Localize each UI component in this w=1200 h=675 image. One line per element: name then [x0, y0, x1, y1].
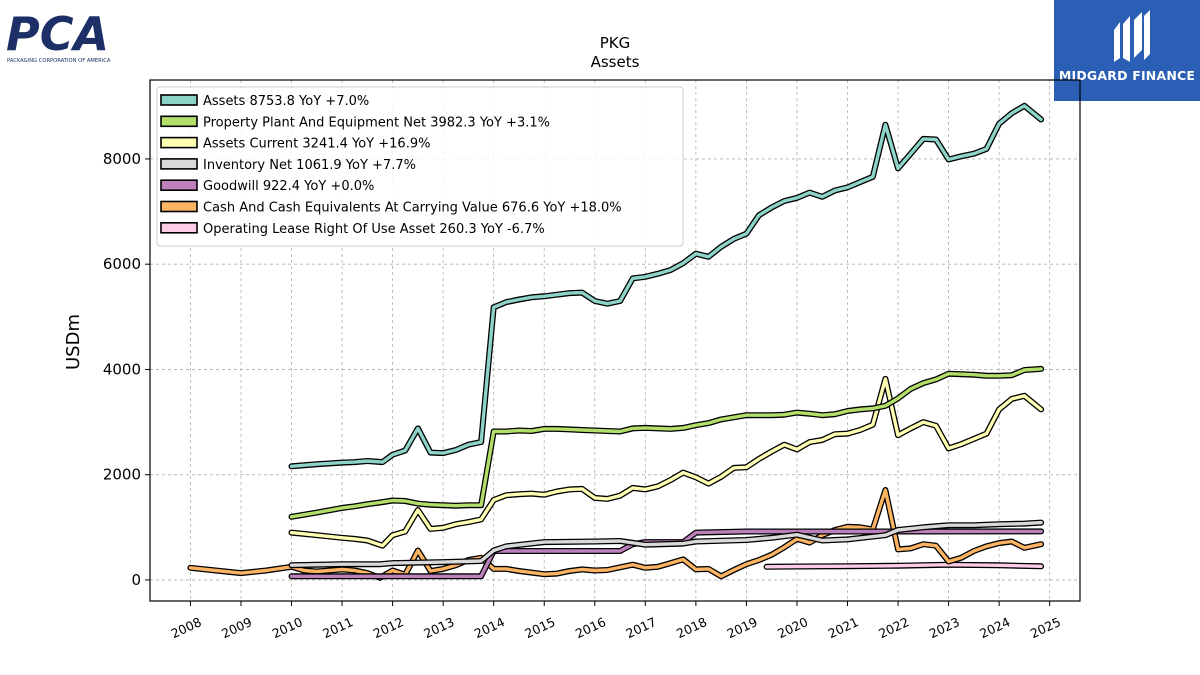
- legend-swatch: [160, 158, 198, 170]
- y-axis-ticks: 0 2000 4000 6000 8000: [103, 150, 150, 589]
- x-tick-label: 2018: [674, 614, 709, 641]
- legend-box: [156, 86, 684, 247]
- x-tick-label: 2012: [371, 614, 406, 641]
- pca-logo-letters: PCA: [6, 7, 109, 61]
- x-tick-label: 2017: [623, 614, 658, 641]
- series-layer: [187, 102, 1045, 581]
- legend-swatch: [160, 136, 198, 149]
- series-line-stroke: [764, 563, 1043, 569]
- legend-entry-label: Inventory Net 1061.9 YoY +7.7%: [203, 158, 416, 173]
- x-tick-label: 2024: [977, 614, 1012, 641]
- y-axis-label: USDm: [63, 314, 84, 370]
- x-tick-label: 2021: [826, 614, 861, 641]
- series-line-stroke: [289, 104, 1043, 468]
- legend-swatch: [160, 200, 198, 213]
- plot-frame: [149, 79, 1081, 602]
- y-tick-label: 6000: [103, 255, 141, 273]
- legend-swatch: [160, 115, 198, 128]
- series-line: [288, 102, 1045, 470]
- x-tick-label: 2023: [927, 614, 962, 641]
- midgard-finance-logo: MIDGARD FINANCE: [1054, 0, 1200, 101]
- pca-logo-tagline: PACKAGING CORPORATION OF AMERICA: [7, 58, 111, 64]
- x-tick-label: 2025: [1028, 614, 1063, 641]
- legend-entry-label: Assets Current 3241.4 YoY +16.9%: [203, 137, 430, 152]
- legend-swatch: [160, 94, 198, 106]
- legend: Assets 8753.8 YoY +7.0% Property Plant An…: [156, 86, 684, 247]
- pca-logo: PCA PACKAGING CORPORATION OF AMERICA: [6, 6, 118, 64]
- x-tick-label: 2016: [573, 614, 608, 641]
- x-tick-label: 2015: [522, 614, 557, 641]
- series-line: [288, 365, 1045, 520]
- series-line-outline: [288, 528, 1045, 580]
- x-tick-label: 2008: [169, 614, 204, 641]
- series-line: [288, 519, 1045, 569]
- legend-entry-label: Operating Lease Right Of Use Asset 260.3…: [203, 222, 545, 237]
- legend-swatch: [160, 179, 198, 191]
- series-line-stroke: [289, 377, 1043, 548]
- y-tick-label: 4000: [103, 360, 141, 378]
- series-line-stroke: [289, 520, 1043, 567]
- x-tick-label: 2013: [421, 614, 456, 641]
- series-line: [763, 561, 1045, 570]
- y-tick-label: 2000: [103, 466, 141, 484]
- legend-entry-label: Goodwill 922.4 YoY +0.0%: [203, 179, 374, 194]
- legend-entry-label: Assets 8753.8 YoY +7.0%: [203, 94, 369, 109]
- chart-subtitle: Assets: [591, 53, 640, 71]
- x-tick-label: 2020: [775, 614, 810, 641]
- y-tick-label: 8000: [103, 150, 141, 168]
- midgard-logo-text: MIDGARD FINANCE: [1058, 68, 1196, 83]
- series-line: [288, 375, 1045, 549]
- legend-swatch: [160, 222, 198, 234]
- series-line-outline: [288, 365, 1045, 520]
- x-tick-label: 2009: [219, 614, 254, 641]
- series-line-outline: [288, 375, 1045, 549]
- series-line-stroke: [289, 367, 1043, 519]
- legend-entry-label: Cash And Cash Equivalents At Carrying Va…: [203, 201, 622, 216]
- x-tick-label: 2019: [725, 614, 760, 641]
- legend-entry-label: Property Plant And Equipment Net 3982.3 …: [203, 115, 550, 130]
- x-tick-label: 2022: [876, 614, 911, 641]
- y-tick-label: 0: [131, 571, 141, 589]
- series-line-stroke: [289, 529, 1043, 578]
- x-tick-label: 2010: [270, 614, 305, 641]
- x-tick-label: 2011: [320, 614, 355, 641]
- chart-title: PKG: [600, 34, 631, 52]
- series-line: [288, 528, 1045, 580]
- midgard-mark-icon: [1114, 10, 1150, 62]
- x-axis-ticks: 2008 2009 2010 2011 2012 2013 2014 2015 2016 2017…: [169, 601, 1063, 641]
- x-tick-label: 2014: [472, 614, 507, 641]
